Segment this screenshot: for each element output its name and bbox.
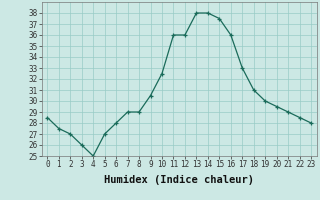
X-axis label: Humidex (Indice chaleur): Humidex (Indice chaleur) bbox=[104, 175, 254, 185]
